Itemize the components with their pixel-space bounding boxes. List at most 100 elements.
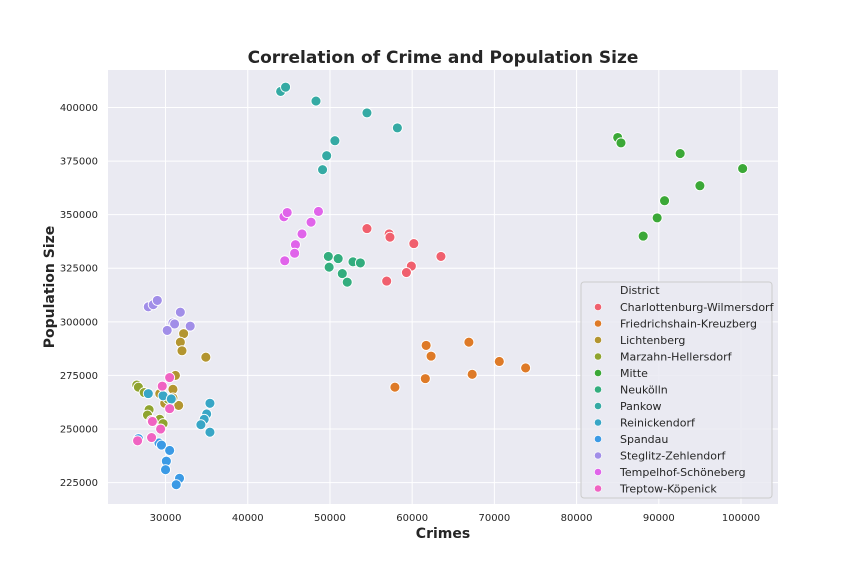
y-tick-label: 375000 xyxy=(60,157,98,168)
data-point xyxy=(164,372,176,384)
data-point xyxy=(694,180,706,192)
data-point xyxy=(520,362,532,374)
data-point xyxy=(425,350,437,362)
legend-marker xyxy=(594,418,602,427)
data-point xyxy=(336,268,348,280)
data-point xyxy=(332,253,344,265)
data-point xyxy=(651,212,663,224)
legend-label: Charlottenburg-Wilmersdorf xyxy=(620,301,775,314)
x-tick-label: 60000 xyxy=(396,513,428,524)
data-point xyxy=(204,426,216,438)
data-point xyxy=(361,223,373,235)
legend-label: Neukölln xyxy=(620,384,668,397)
data-point xyxy=(329,135,341,147)
x-tick-label: 50000 xyxy=(314,513,346,524)
series-treptow-k-penick xyxy=(132,372,176,447)
data-point xyxy=(164,403,176,415)
legend-marker xyxy=(594,484,602,493)
data-point xyxy=(160,464,171,476)
legend-label: Friedrichshain-Kreuzberg xyxy=(620,318,757,331)
legend-marker xyxy=(594,319,602,328)
series-tempelhof-sch-neberg xyxy=(278,206,324,267)
data-point xyxy=(322,251,334,262)
legend-marker xyxy=(594,468,602,476)
data-point xyxy=(146,416,158,427)
series-charlottenburg-wilmersdorf xyxy=(361,223,447,287)
data-point xyxy=(174,306,186,318)
data-point xyxy=(659,195,671,207)
data-point xyxy=(204,397,216,409)
data-point xyxy=(281,207,293,218)
data-point xyxy=(463,336,475,348)
series-reinickendorf xyxy=(142,388,216,438)
data-point xyxy=(317,164,329,176)
x-tick-label: 90000 xyxy=(643,513,675,524)
legend-marker xyxy=(594,385,602,394)
data-point xyxy=(435,251,447,262)
data-point xyxy=(384,231,396,243)
data-point xyxy=(420,339,432,351)
data-point xyxy=(305,216,317,228)
series-pankow xyxy=(275,81,403,176)
legend-marker xyxy=(594,336,602,344)
data-point xyxy=(146,432,158,444)
data-point xyxy=(354,257,366,269)
x-tick-label: 70000 xyxy=(478,513,510,524)
data-point xyxy=(310,95,322,107)
data-point xyxy=(200,351,212,363)
legend-label: Reinickendorf xyxy=(620,417,696,430)
data-point xyxy=(184,320,196,332)
legend-label: Treptow-Köpenick xyxy=(619,483,717,496)
y-tick-label: 225000 xyxy=(60,478,98,489)
data-point xyxy=(155,439,167,451)
data-point xyxy=(321,150,333,162)
y-tick-label: 300000 xyxy=(60,317,98,328)
data-point xyxy=(615,137,627,149)
data-point xyxy=(165,393,177,405)
data-point xyxy=(280,81,292,93)
data-point xyxy=(419,373,431,385)
series-steglitz-zehlendorf xyxy=(142,294,196,336)
x-tick-label: 30000 xyxy=(150,513,182,524)
legend-marker xyxy=(594,303,602,311)
data-point xyxy=(161,324,173,336)
legend-marker xyxy=(594,451,602,460)
series-friedrichshain-kreuzberg xyxy=(389,336,532,393)
legend-marker xyxy=(594,352,602,361)
data-point xyxy=(313,206,324,217)
data-point xyxy=(408,238,420,250)
data-point xyxy=(142,388,154,400)
y-tick-label: 250000 xyxy=(60,424,98,435)
data-point xyxy=(637,230,649,242)
x-tick-label: 40000 xyxy=(232,513,264,524)
legend-label: Spandau xyxy=(620,433,668,446)
data-point xyxy=(279,255,291,267)
data-point xyxy=(400,267,412,278)
y-tick-label: 350000 xyxy=(60,210,98,221)
data-point xyxy=(132,435,144,447)
legend-title: District xyxy=(620,284,660,297)
data-point xyxy=(155,423,167,435)
y-tick-labels: 225000 250000 275000 300000 325000 350000 3750… xyxy=(60,103,98,489)
x-tick-label: 100000 xyxy=(722,513,760,524)
y-tick-label: 275000 xyxy=(60,371,98,382)
data-point xyxy=(151,294,163,306)
data-points xyxy=(131,81,749,491)
y-tick-label: 400000 xyxy=(60,103,98,114)
legend-marker xyxy=(594,402,602,410)
legend-label: Pankow xyxy=(620,400,662,413)
x-tick-label: 80000 xyxy=(561,513,593,524)
legend-label: Marzahn-Hellersdorf xyxy=(620,351,733,364)
series-mitte xyxy=(612,132,749,242)
data-point xyxy=(164,444,176,456)
data-point xyxy=(674,148,686,160)
data-point xyxy=(341,276,353,288)
data-point xyxy=(169,318,181,330)
legend-label: Steglitz-Zehlendorf xyxy=(620,450,727,463)
legend-marker xyxy=(594,435,602,443)
data-point xyxy=(466,368,478,380)
x-axis-title: Crimes xyxy=(416,526,470,542)
legend: District Charlottenburg-Wilmersdorf Friedr… xyxy=(580,281,775,499)
x-tick-labels: 30000 40000 50000 60000 70000 80000 90000 10000… xyxy=(150,513,760,524)
